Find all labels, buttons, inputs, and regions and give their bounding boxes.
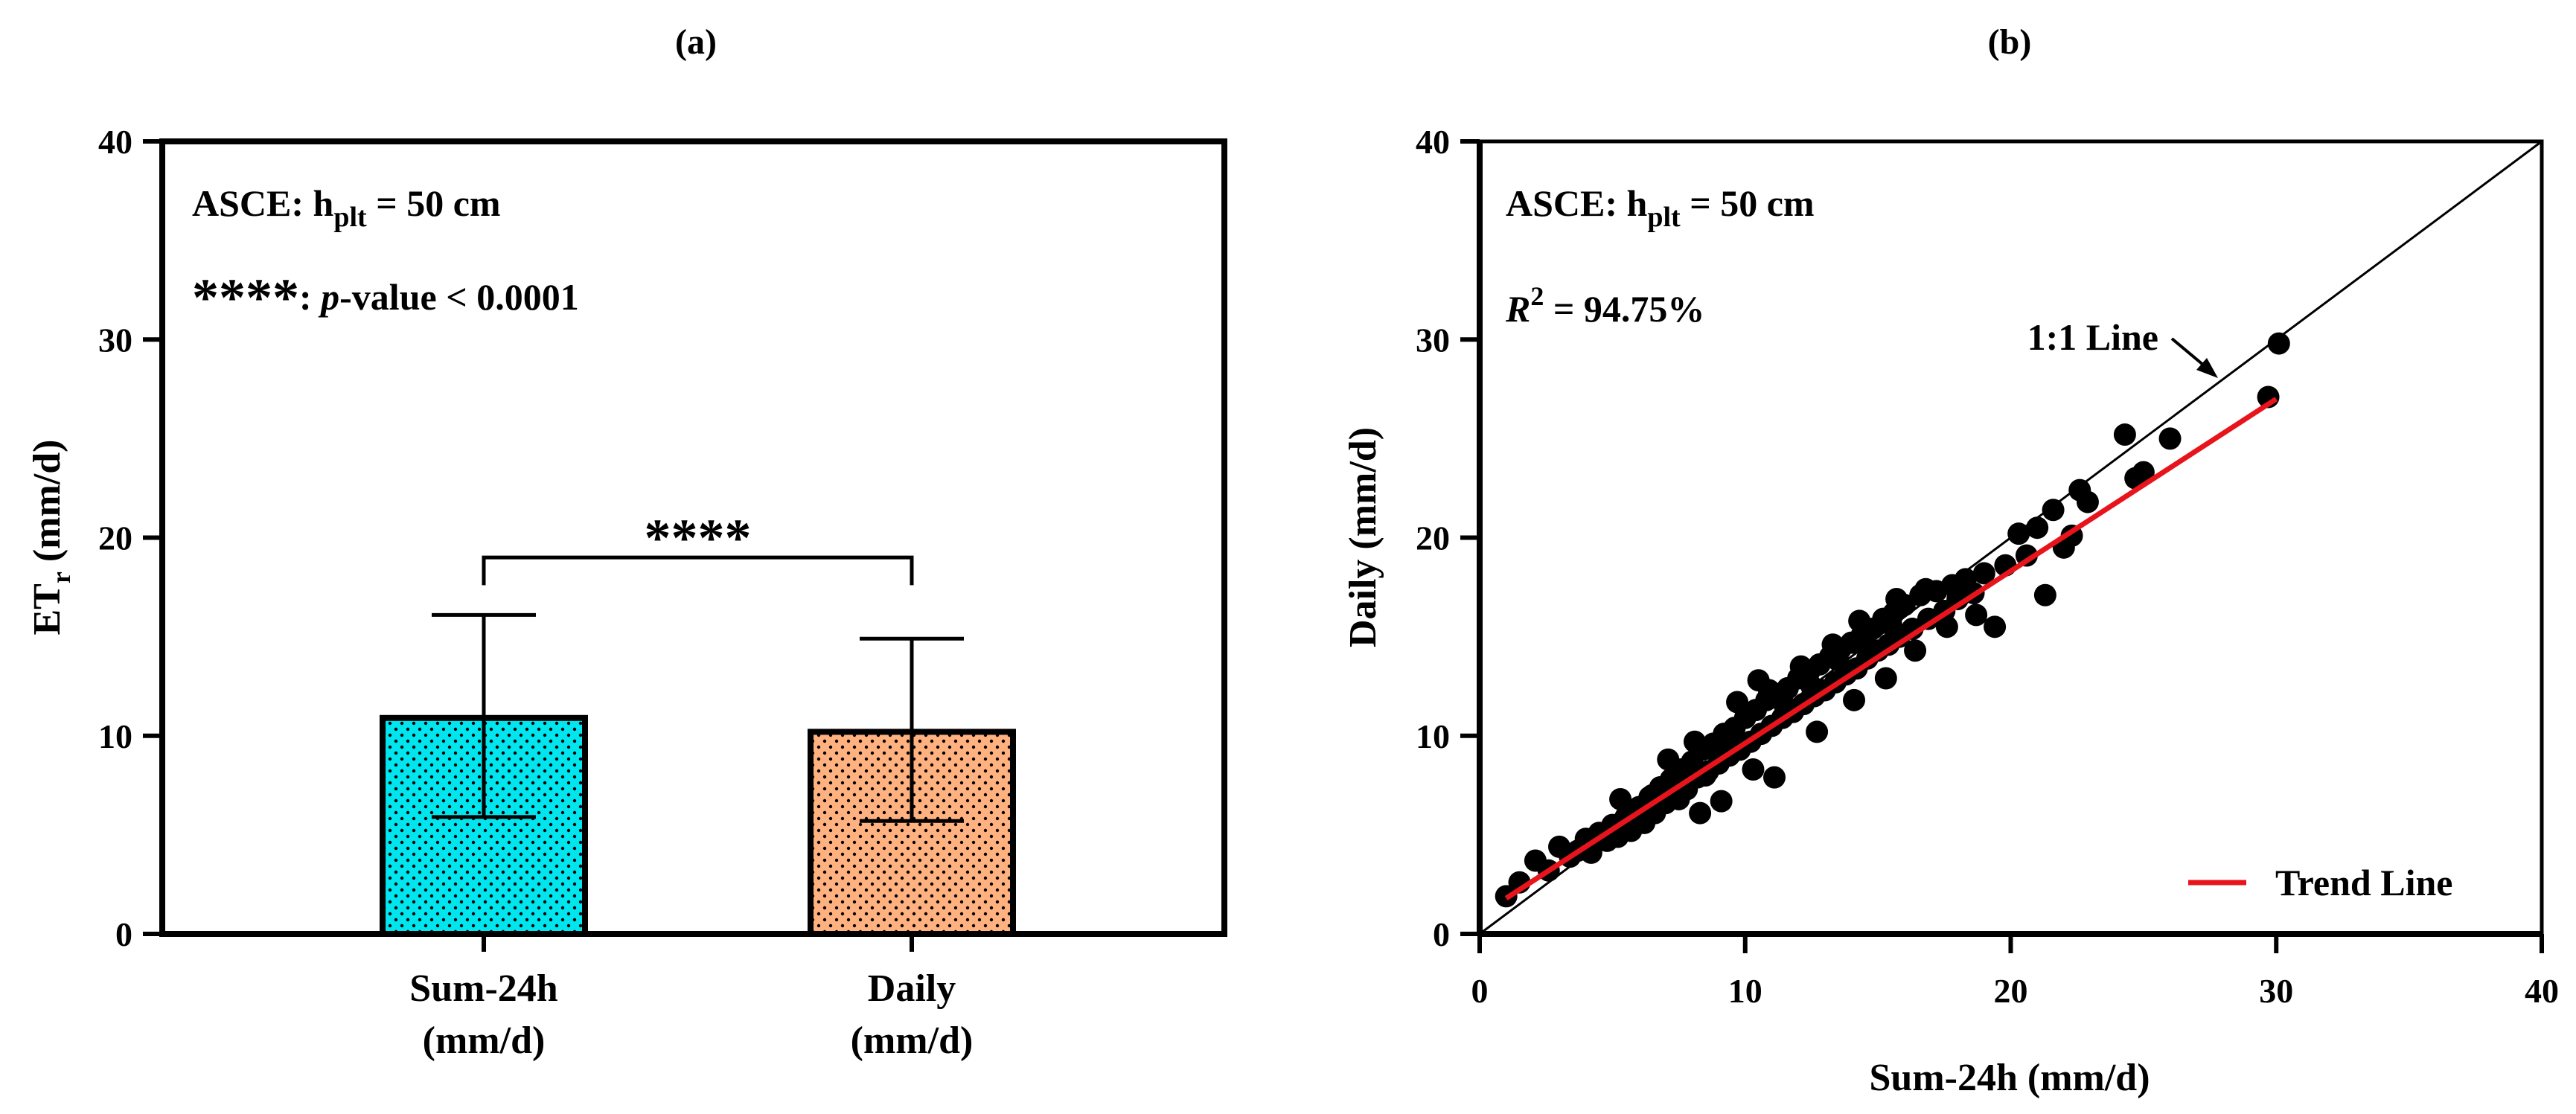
legend: Trend Line bbox=[2188, 862, 2452, 903]
y-axis-ticks-b: 0 10 20 30 40 bbox=[1416, 123, 1480, 953]
data-point bbox=[1848, 609, 1871, 633]
y-tick-label: 40 bbox=[98, 123, 132, 161]
panel-b-label: (b) bbox=[1988, 22, 2032, 62]
y-tick-label: 0 bbox=[115, 915, 132, 953]
annotation-asce-b: ASCE: hplt = 50 cm bbox=[1506, 182, 1815, 233]
data-point bbox=[1757, 679, 1780, 702]
data-point bbox=[2026, 516, 2049, 540]
y-axis-label-b: Daily (mm/d) bbox=[1342, 427, 1384, 647]
data-point bbox=[1901, 617, 1924, 640]
data-point bbox=[1885, 588, 1908, 611]
y-tick-label: 20 bbox=[98, 519, 132, 557]
data-point bbox=[1657, 748, 1680, 771]
x-tick-label: 10 bbox=[1728, 972, 1762, 1010]
x-category-label: Sum-24h bbox=[409, 967, 557, 1010]
data-point bbox=[2113, 423, 2136, 446]
panel-a-label: (a) bbox=[675, 22, 717, 62]
data-point bbox=[1762, 766, 1786, 789]
y-tick-label: 0 bbox=[1433, 915, 1450, 953]
y-tick-label: 20 bbox=[1416, 519, 1450, 557]
x-tick-label: 0 bbox=[1471, 972, 1489, 1010]
bar-chart-panel: 0 10 20 30 40 Sum-24h (mm/d) Daily (mm/d) ETr (… bbox=[26, 123, 1227, 1062]
data-point bbox=[1683, 730, 1706, 753]
legend-trend-label: Trend Line bbox=[2275, 862, 2452, 903]
data-point bbox=[1609, 787, 1632, 810]
data-point bbox=[2007, 522, 2030, 545]
data-point bbox=[1914, 577, 1937, 601]
data-point bbox=[2132, 461, 2155, 484]
data-point bbox=[1972, 562, 1995, 585]
bracket-line bbox=[482, 555, 914, 586]
x-tick-label: 20 bbox=[1994, 972, 2028, 1010]
x-category-label: Daily bbox=[868, 967, 956, 1010]
one-to-one-arrow bbox=[2170, 337, 2218, 378]
data-point bbox=[1789, 655, 1812, 678]
data-point bbox=[1800, 675, 1823, 698]
data-point bbox=[1821, 633, 1844, 656]
data-point bbox=[1984, 615, 2007, 638]
data-point bbox=[1965, 604, 1988, 627]
data-point bbox=[2267, 332, 2290, 355]
data-point bbox=[1904, 639, 1927, 662]
y-axis-ticks-a: 0 10 20 30 40 bbox=[98, 123, 162, 953]
y-tick-label: 10 bbox=[98, 717, 132, 755]
data-point bbox=[2158, 427, 2182, 450]
x-category-label: (mm/d) bbox=[423, 1019, 546, 1062]
x-axis-label-b: Sum-24h (mm/d) bbox=[1869, 1057, 2150, 1099]
x-axis-ticks-b: 0 10 20 30 40 bbox=[1471, 934, 2559, 1010]
trend-line bbox=[1504, 397, 2278, 901]
data-point bbox=[2033, 583, 2056, 606]
data-point bbox=[1935, 615, 1958, 638]
y-tick-label: 30 bbox=[98, 321, 132, 359]
one-to-one-label: 1:1 Line bbox=[2027, 316, 2158, 358]
data-point bbox=[2076, 490, 2099, 513]
significance-legend: ****: p-value < 0.0001 bbox=[192, 268, 579, 327]
data-point bbox=[1806, 720, 1829, 743]
data-point bbox=[1710, 790, 1733, 813]
x-tick-label: 30 bbox=[2259, 972, 2293, 1010]
bars bbox=[380, 612, 1016, 952]
x-tick-label: 40 bbox=[2525, 972, 2559, 1010]
y-tick-label: 10 bbox=[1416, 717, 1450, 755]
scatter-chart-panel: 0 10 20 30 40 0 10 20 30 40 Sum-24h (mm/d) Daily… bbox=[1342, 123, 2559, 1099]
data-point bbox=[1667, 787, 1690, 810]
data-point bbox=[1742, 758, 1765, 781]
data-point bbox=[1879, 613, 1902, 636]
data-point bbox=[2015, 544, 2038, 567]
significance-stars: **** bbox=[645, 508, 752, 568]
x-axis-category-labels: Sum-24h (mm/d) Daily (mm/d) bbox=[409, 967, 973, 1062]
y-tick-label: 40 bbox=[1416, 123, 1450, 161]
data-point bbox=[1874, 667, 1897, 690]
data-point bbox=[1843, 688, 1866, 711]
r-squared-label: R2 = 94.75% bbox=[1505, 281, 1704, 330]
y-axis-label-a: ETr (mm/d) bbox=[26, 440, 76, 636]
data-point bbox=[1853, 627, 1876, 650]
data-point bbox=[1689, 801, 1712, 825]
annotation-asce-a: ASCE: hplt = 50 cm bbox=[192, 182, 501, 233]
significance-bracket bbox=[482, 555, 914, 586]
data-point bbox=[1726, 691, 1749, 714]
y-tick-label: 30 bbox=[1416, 321, 1450, 359]
data-point bbox=[2042, 499, 2065, 522]
x-category-label: (mm/d) bbox=[851, 1019, 974, 1062]
